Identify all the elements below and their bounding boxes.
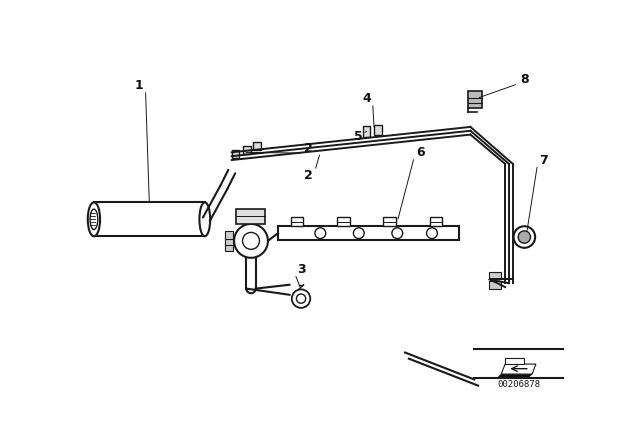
Polygon shape (505, 358, 524, 364)
Polygon shape (489, 281, 501, 289)
Polygon shape (337, 217, 349, 226)
Text: 2: 2 (305, 169, 313, 182)
Polygon shape (278, 226, 459, 240)
Polygon shape (225, 243, 232, 251)
Ellipse shape (200, 202, 210, 236)
Polygon shape (225, 231, 232, 238)
Ellipse shape (90, 209, 98, 229)
Circle shape (518, 231, 531, 243)
Polygon shape (468, 91, 482, 108)
Polygon shape (374, 125, 382, 135)
Circle shape (243, 233, 259, 250)
Polygon shape (501, 364, 536, 374)
Polygon shape (383, 217, 396, 226)
Polygon shape (94, 202, 205, 236)
Text: 1: 1 (135, 79, 144, 92)
Circle shape (392, 228, 403, 238)
Text: 5: 5 (355, 130, 363, 143)
Text: 3: 3 (297, 263, 305, 276)
Text: 7: 7 (540, 154, 548, 167)
Circle shape (427, 228, 437, 238)
Polygon shape (497, 374, 532, 378)
Circle shape (292, 289, 310, 308)
Polygon shape (363, 126, 371, 137)
Polygon shape (291, 217, 303, 226)
Text: 00206878: 00206878 (497, 379, 540, 388)
Polygon shape (236, 208, 265, 224)
Polygon shape (232, 150, 239, 158)
Text: 4: 4 (362, 92, 371, 105)
Text: 2: 2 (305, 142, 313, 155)
Polygon shape (489, 271, 501, 280)
Polygon shape (253, 142, 261, 150)
Circle shape (513, 226, 535, 248)
Polygon shape (429, 217, 442, 226)
Polygon shape (243, 146, 251, 154)
Text: 8: 8 (520, 73, 529, 86)
Circle shape (234, 224, 268, 258)
Circle shape (296, 294, 306, 303)
Ellipse shape (88, 202, 100, 236)
Polygon shape (225, 237, 232, 245)
Circle shape (315, 228, 326, 238)
Circle shape (353, 228, 364, 238)
Text: 6: 6 (416, 146, 425, 159)
